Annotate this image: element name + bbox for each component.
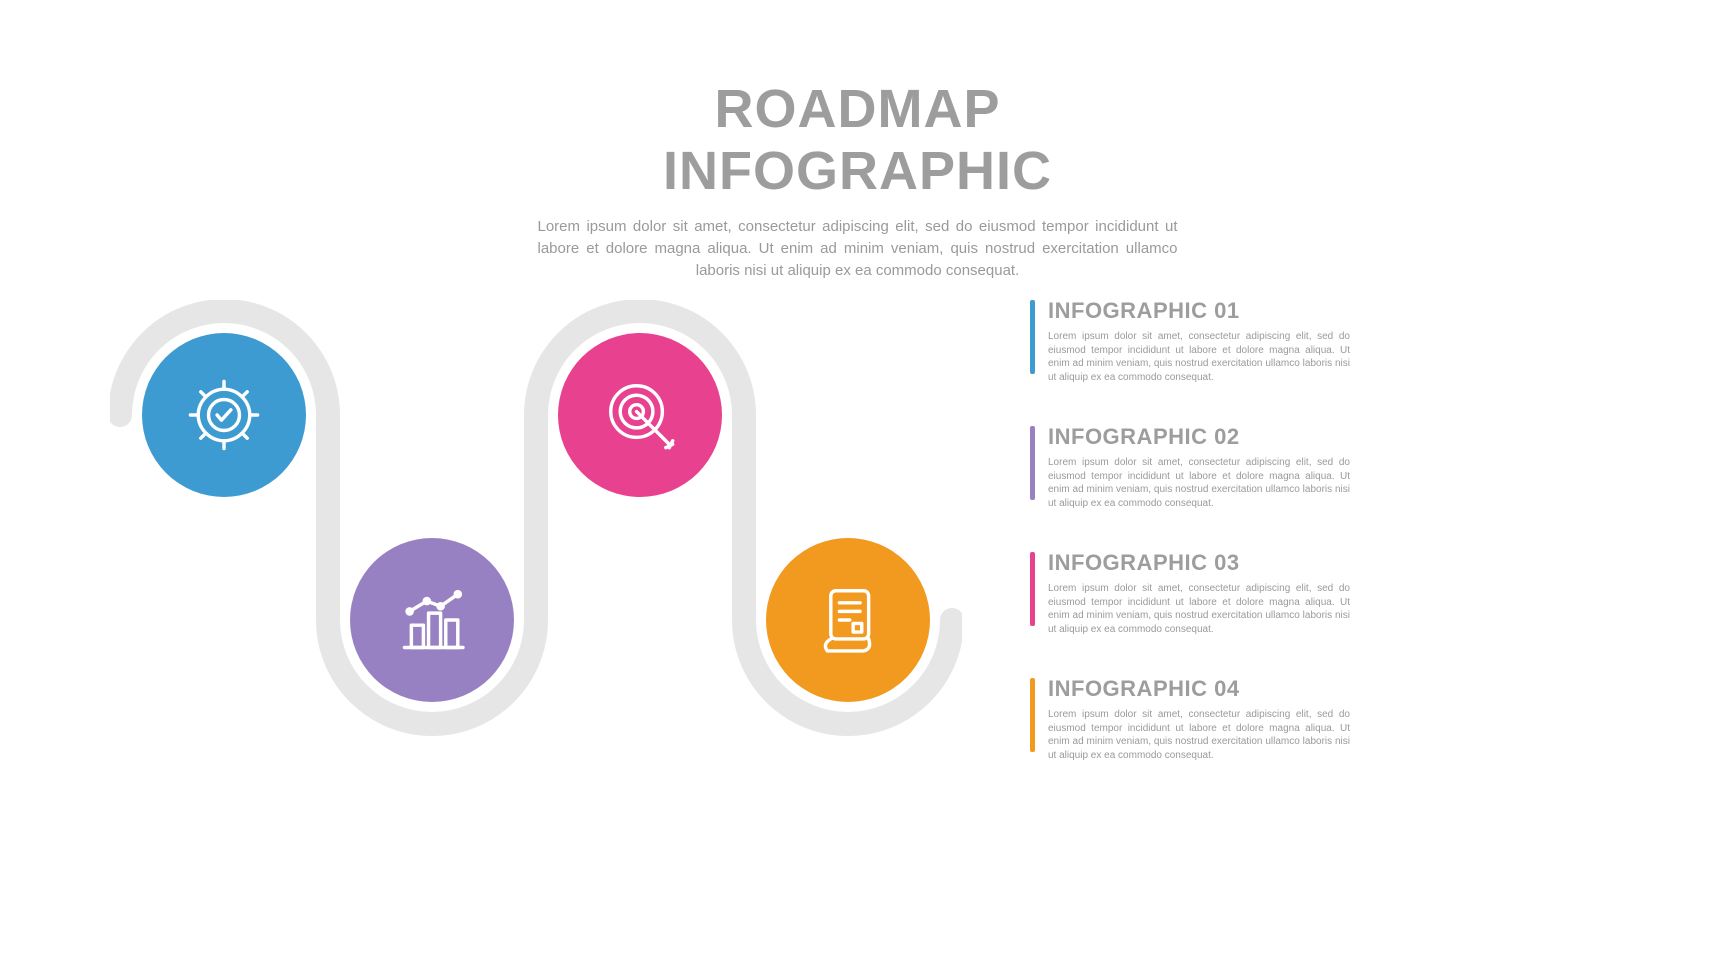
page-subtitle: Lorem ipsum dolor sit amet, consectetur … <box>538 216 1178 281</box>
legend-item-2: INFOGRAPHIC 02 Lorem ipsum dolor sit ame… <box>1030 424 1350 510</box>
gear-check-icon <box>181 372 267 458</box>
legend-heading-2: INFOGRAPHIC 02 <box>1048 424 1350 450</box>
target-icon <box>597 372 683 458</box>
legend-heading-3: INFOGRAPHIC 03 <box>1048 550 1350 576</box>
legend-body-4: Lorem ipsum dolor sit amet, consectetur … <box>1048 708 1350 762</box>
node-document <box>766 538 930 702</box>
legend-bar-1 <box>1030 300 1035 374</box>
page: ROADMAP INFOGRAPHIC Lorem ipsum dolor si… <box>0 0 1715 980</box>
legend-bar-4 <box>1030 678 1035 752</box>
legend-bar-2 <box>1030 426 1035 500</box>
legend-body-3: Lorem ipsum dolor sit amet, consectetur … <box>1048 582 1350 636</box>
node-gear <box>142 333 306 497</box>
legend-item-4: INFOGRAPHIC 04 Lorem ipsum dolor sit ame… <box>1030 676 1350 762</box>
legend-item-1: INFOGRAPHIC 01 Lorem ipsum dolor sit ame… <box>1030 298 1350 384</box>
node-chart <box>350 538 514 702</box>
header: ROADMAP INFOGRAPHIC Lorem ipsum dolor si… <box>538 0 1178 281</box>
roadmap-diagram <box>110 300 950 740</box>
node-target <box>558 333 722 497</box>
page-title: ROADMAP INFOGRAPHIC <box>538 78 1178 202</box>
legend-heading-4: INFOGRAPHIC 04 <box>1048 676 1350 702</box>
legend: INFOGRAPHIC 01 Lorem ipsum dolor sit ame… <box>1030 298 1350 802</box>
legend-item-3: INFOGRAPHIC 03 Lorem ipsum dolor sit ame… <box>1030 550 1350 636</box>
document-icon <box>805 577 891 663</box>
legend-bar-3 <box>1030 552 1035 626</box>
legend-body-1: Lorem ipsum dolor sit amet, consectetur … <box>1048 330 1350 384</box>
bar-chart-icon <box>389 577 475 663</box>
legend-body-2: Lorem ipsum dolor sit amet, consectetur … <box>1048 456 1350 510</box>
legend-heading-1: INFOGRAPHIC 01 <box>1048 298 1350 324</box>
